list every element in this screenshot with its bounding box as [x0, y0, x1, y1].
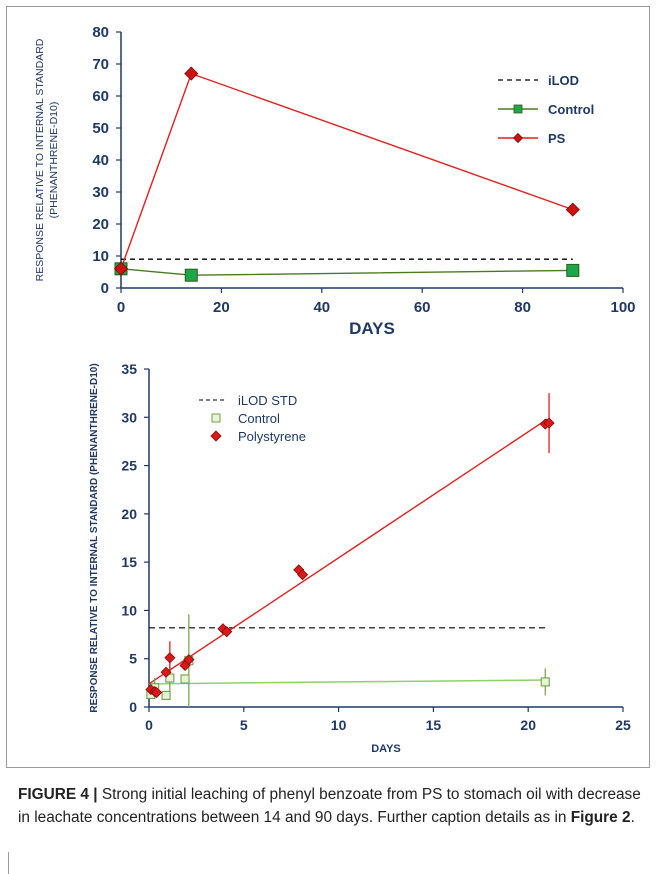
x-tick-label: 80 — [514, 299, 531, 316]
polystyrene-point — [164, 652, 176, 664]
y-tick-label: 30 — [92, 184, 109, 201]
legend-ilod-std-label: iLOD STD — [238, 393, 297, 408]
control-point — [184, 268, 198, 282]
y-tick-label: 10 — [92, 248, 109, 265]
legend-control-marker — [211, 413, 221, 423]
polystyrene-trend-line — [148, 418, 548, 685]
polystyrene-point — [543, 417, 555, 429]
ps-point — [184, 66, 199, 81]
polystyrene-point — [151, 686, 163, 699]
y-tick-label: 15 — [121, 554, 137, 570]
polystyrene-point — [160, 666, 172, 678]
x-tick-label: 15 — [426, 717, 442, 733]
y-tick-label: 80 — [92, 24, 109, 41]
legend-ilod-label: iLOD — [548, 73, 579, 88]
y-tick-label: 35 — [121, 361, 137, 377]
x-tick-label: 25 — [615, 717, 631, 733]
legend-control-label: Control — [548, 102, 594, 117]
figure-frame — [6, 6, 650, 768]
caption-figure-ref: Figure 2 — [570, 809, 631, 826]
x-tick-label: 60 — [414, 299, 431, 316]
y-tick-label: 0 — [129, 699, 137, 715]
y-tick-label: 20 — [121, 506, 137, 522]
control-point — [165, 673, 175, 683]
x-tick-label: 100 — [610, 299, 635, 316]
figure-caption: FIGURE 4 | Strong initial leaching of ph… — [18, 783, 643, 829]
caption-rule — [8, 852, 9, 874]
x-tick-label: 0 — [117, 299, 125, 316]
y-axis-label: RESPONSE RELATIVE TO INTERNAL STANDARD (… — [89, 363, 100, 712]
y-tick-label: 0 — [101, 280, 109, 297]
chart-top: 0 20 40 60 80 100 0 10 20 30 40 50 60 70 80 DAYS RESPONS… — [34, 24, 636, 338]
control-trend-line — [148, 679, 548, 685]
y-tick-label: 60 — [92, 88, 109, 105]
ps-line — [120, 72, 574, 270]
x-tick-label: 20 — [520, 717, 536, 733]
y-axis-label-2: (PHENANTHRENE-D10) — [48, 102, 60, 219]
control-point — [180, 674, 190, 684]
legend-polystyrene-marker — [210, 430, 222, 442]
x-tick-label: 40 — [313, 299, 330, 316]
y-tick-label: 40 — [92, 152, 109, 169]
legend-ps-label: PS — [548, 131, 566, 146]
legend-polystyrene-label: Polystyrene — [238, 429, 306, 444]
y-tick-label: 5 — [129, 651, 137, 667]
polystyrene-point — [183, 654, 195, 666]
x-tick-label: 0 — [145, 717, 153, 733]
control-point — [540, 677, 550, 687]
ps-point — [113, 261, 129, 276]
ps-point — [565, 202, 580, 217]
y-tick-label: 70 — [92, 56, 109, 73]
legend-ps-marker — [512, 132, 524, 144]
y-tick-label: 30 — [121, 409, 137, 425]
y-tick-label: 10 — [121, 602, 137, 618]
y-tick-label: 25 — [121, 458, 137, 474]
polystyrene-point — [221, 626, 233, 638]
y-axis-label: RESPONSE RELATIVE TO INTERNAL STANDARD — [34, 38, 46, 281]
y-tick-label: 50 — [92, 120, 109, 137]
caption-end: . — [630, 809, 635, 826]
x-tick-label: 10 — [331, 717, 347, 733]
x-tick-label: 5 — [240, 717, 248, 733]
x-axis-label: DAYS — [349, 319, 395, 338]
caption-text: Strong initial leaching of phenyl benzoa… — [18, 786, 641, 826]
chart-bottom: 0 5 10 15 20 25 0 5 10 15 20 25 30 35 DAYS RESPONSE REL… — [89, 361, 631, 755]
caption-figure-label: FIGURE 4 | — [18, 786, 98, 803]
control-point — [161, 690, 171, 700]
legend-control-marker — [513, 104, 523, 114]
control-point — [566, 263, 580, 277]
x-axis-label: DAYS — [371, 743, 401, 755]
legend-control-label: Control — [238, 411, 280, 426]
x-tick-label: 20 — [213, 299, 230, 316]
y-tick-label: 20 — [92, 216, 109, 233]
polystyrene-point — [297, 569, 309, 581]
